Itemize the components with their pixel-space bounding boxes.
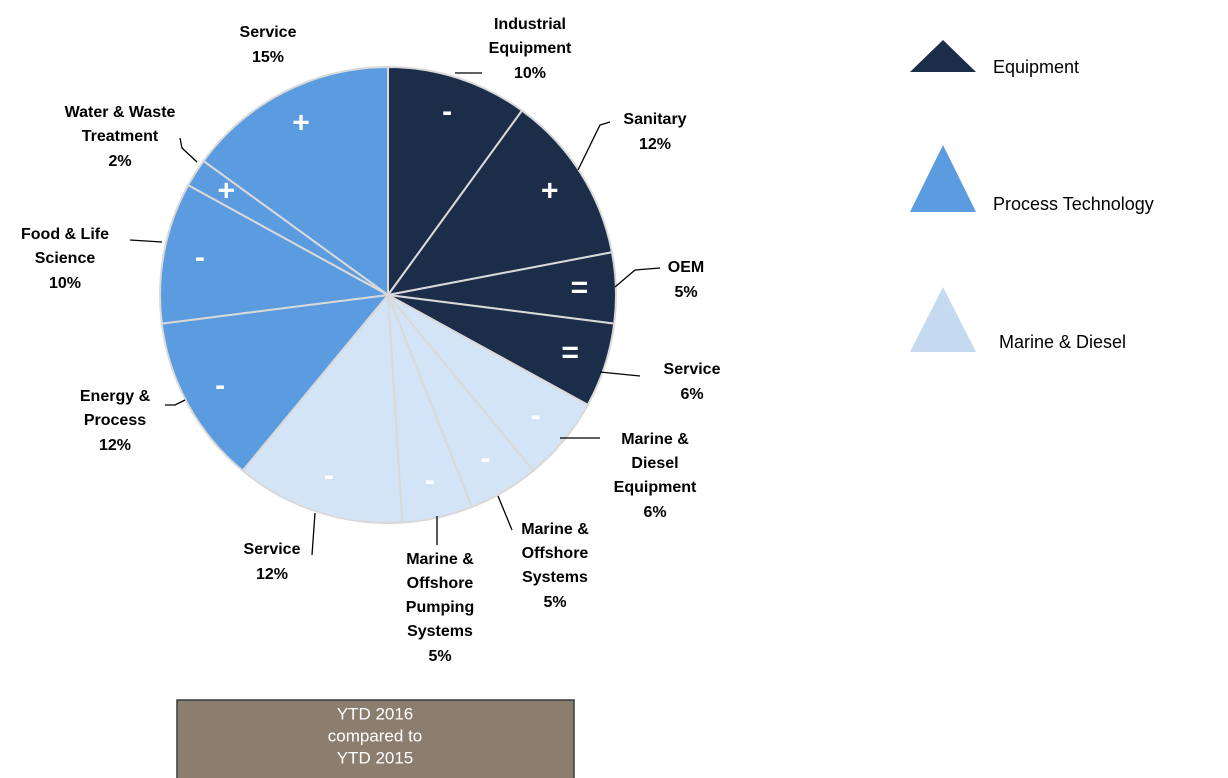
slice-label: Water & Waste Treatment	[65, 104, 176, 145]
slice-label: Energy & Process	[80, 388, 151, 429]
annotation-text: YTD 2015	[337, 748, 414, 767]
trend-symbol: -	[442, 95, 452, 128]
slice-value-label: 12%	[639, 136, 671, 153]
trend-symbol: +	[218, 174, 236, 207]
legend-label: Process Technology	[993, 194, 1154, 214]
trend-symbol: -	[195, 241, 205, 274]
slice-label: Service	[244, 541, 301, 558]
annotation-text: compared to	[328, 726, 423, 745]
slice-label: Marine & Offshore Pumping Systems	[406, 551, 474, 640]
slice-label: Marine & Offshore Systems	[521, 521, 589, 586]
legend-label: Marine & Diesel	[999, 332, 1126, 352]
slice-label: Industrial Equipment	[489, 16, 572, 57]
slice-value-label: 5%	[674, 284, 697, 301]
trend-symbol: -	[215, 369, 225, 402]
slice-value-label: 12%	[256, 566, 288, 583]
slice-value-label: 5%	[543, 594, 566, 611]
legend-swatch	[910, 287, 976, 352]
trend-symbol: -	[425, 464, 435, 497]
trend-symbol: +	[541, 174, 559, 207]
pie-slice	[202, 65, 389, 297]
slice-value-label: 12%	[99, 437, 131, 454]
slice-label: OEM	[668, 259, 704, 276]
leader-line	[577, 121, 611, 171]
slice-value-label: 10%	[49, 275, 81, 292]
pie-slice	[159, 183, 392, 325]
slice-value-label: 5%	[428, 648, 451, 665]
slice-value-label: 2%	[108, 153, 131, 170]
legend-swatch	[910, 40, 976, 72]
trend-symbol: -	[324, 459, 334, 492]
pie-slice	[385, 109, 614, 297]
leader-line	[599, 371, 641, 377]
slice-label: Sanitary	[623, 111, 686, 128]
leader-line	[165, 399, 186, 406]
annotation-box	[176, 699, 575, 778]
leader-line	[311, 512, 316, 556]
trend-symbol: =	[561, 336, 579, 369]
trend-symbol: -	[531, 399, 541, 432]
slice-label: Service	[664, 361, 721, 378]
slice-label: Service	[240, 24, 297, 41]
annotation-text: YTD 2016	[337, 704, 414, 723]
slice-value-label: 15%	[252, 49, 284, 66]
pie-slice	[241, 292, 404, 524]
legend-label: Equipment	[993, 57, 1079, 77]
slice-label: Marine & Diesel Equipment	[614, 431, 697, 496]
leader-line	[179, 137, 198, 163]
slice-label: Food & Life Science	[21, 226, 109, 267]
trend-symbol: -	[480, 442, 490, 475]
pie-slice	[387, 65, 524, 299]
slice-value-label: 6%	[680, 386, 703, 403]
leader-line	[614, 267, 661, 288]
slice-value-label: 6%	[643, 504, 666, 521]
leader-line	[129, 239, 163, 243]
legend-swatch	[910, 145, 976, 212]
trend-symbol: +	[292, 106, 310, 139]
pie-slice	[160, 293, 391, 473]
trend-symbol: =	[571, 271, 589, 304]
slice-value-label: 10%	[514, 65, 546, 82]
leader-line	[497, 495, 513, 531]
